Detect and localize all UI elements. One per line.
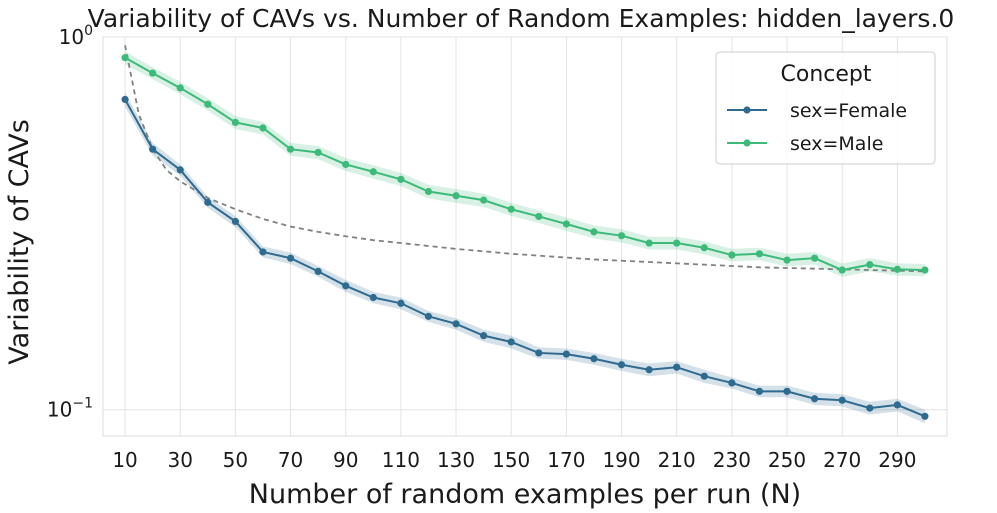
data-point xyxy=(369,293,377,302)
x-tick-label: 190 xyxy=(602,448,640,472)
legend-title: Concept xyxy=(781,62,872,87)
data-point xyxy=(369,168,377,176)
legend-marker xyxy=(743,139,751,147)
data-point xyxy=(673,363,681,371)
data-point xyxy=(535,349,543,357)
data-point xyxy=(617,232,626,240)
legend-label: sex=Female xyxy=(790,100,907,122)
data-point xyxy=(811,254,819,262)
legend-label: sex=Male xyxy=(790,133,883,155)
data-point xyxy=(590,355,598,363)
data-point xyxy=(231,118,239,127)
data-point xyxy=(535,212,543,221)
data-point xyxy=(562,220,570,228)
y-axis-label: Variability of CAVs xyxy=(4,119,35,365)
data-point xyxy=(259,124,267,132)
x-tick-label: 10 xyxy=(112,448,137,472)
data-point xyxy=(507,205,515,213)
x-tick-label: 230 xyxy=(713,448,751,472)
data-point xyxy=(755,250,764,258)
data-point xyxy=(866,404,874,412)
data-point xyxy=(314,267,322,275)
y-tick-label: 10−1 xyxy=(47,396,93,422)
data-point xyxy=(424,187,433,196)
x-tick-label: 90 xyxy=(333,448,358,472)
x-tick-label: 250 xyxy=(768,448,806,472)
x-tick-labels: 10 30 50 70 90 110 130 150 170 190 210 230 250 270 290 xyxy=(112,448,916,472)
data-point xyxy=(342,282,350,290)
legend-box xyxy=(715,51,936,165)
data-point xyxy=(176,84,184,92)
x-axis-label: Number of random examples per run (N) xyxy=(249,479,801,510)
data-point xyxy=(783,387,791,395)
data-point xyxy=(314,148,322,157)
data-point xyxy=(838,266,846,274)
data-point xyxy=(452,192,460,200)
data-point xyxy=(149,69,157,77)
x-tick-label: 170 xyxy=(547,448,585,472)
legend: Concept sex=Female sex=Male xyxy=(715,51,936,165)
data-point xyxy=(590,228,598,236)
data-point xyxy=(645,366,653,374)
x-tick-label: 210 xyxy=(658,448,696,472)
data-point xyxy=(121,54,129,62)
data-point xyxy=(866,261,874,269)
data-point xyxy=(893,265,901,273)
data-point xyxy=(673,239,681,247)
data-point xyxy=(121,95,129,104)
data-point xyxy=(286,145,295,153)
data-point xyxy=(507,338,515,346)
data-point xyxy=(728,251,736,259)
data-point xyxy=(811,395,819,403)
x-tick-label: 70 xyxy=(278,448,303,472)
data-point xyxy=(424,312,433,320)
series-layer xyxy=(121,54,929,420)
data-point xyxy=(231,217,239,226)
legend-marker xyxy=(743,106,751,114)
x-tick-label: 110 xyxy=(382,448,420,472)
reference-curve xyxy=(124,45,925,273)
data-point xyxy=(700,244,708,252)
data-point xyxy=(755,387,764,395)
data-point xyxy=(397,299,405,307)
data-point xyxy=(700,372,708,380)
series-line-sex=Male xyxy=(124,56,925,272)
data-point xyxy=(645,239,653,247)
data-point xyxy=(286,254,295,262)
y-tick-label: 100 xyxy=(59,23,93,49)
data-point xyxy=(259,248,267,256)
x-tick-label: 150 xyxy=(492,448,530,472)
y-tick-labels: 100 10−1 xyxy=(47,23,93,422)
x-tick-label: 30 xyxy=(168,448,193,472)
x-tick-label: 290 xyxy=(878,448,916,472)
x-tick-label: 130 xyxy=(437,448,475,472)
data-point xyxy=(480,332,488,340)
x-tick-label: 270 xyxy=(823,448,861,472)
data-point xyxy=(617,361,626,369)
data-point xyxy=(480,196,488,204)
data-point xyxy=(397,175,405,183)
data-point xyxy=(176,166,184,174)
data-point xyxy=(728,379,736,387)
legend-items: sex=Female sex=Male xyxy=(727,100,907,155)
data-point xyxy=(562,350,570,358)
data-point xyxy=(204,100,212,108)
data-point xyxy=(921,266,929,274)
data-point xyxy=(921,412,929,420)
data-point xyxy=(149,145,157,153)
series-line-sex=Female xyxy=(124,98,926,418)
data-point xyxy=(783,256,791,264)
data-point xyxy=(452,320,460,328)
x-tick-label: 50 xyxy=(223,448,248,472)
chart-title: Variability of CAVs vs. Number of Random… xyxy=(88,4,955,33)
data-point xyxy=(893,401,901,409)
data-point xyxy=(342,160,350,169)
data-point xyxy=(838,396,846,404)
reference-curve-layer xyxy=(124,45,925,273)
data-point xyxy=(204,198,212,206)
